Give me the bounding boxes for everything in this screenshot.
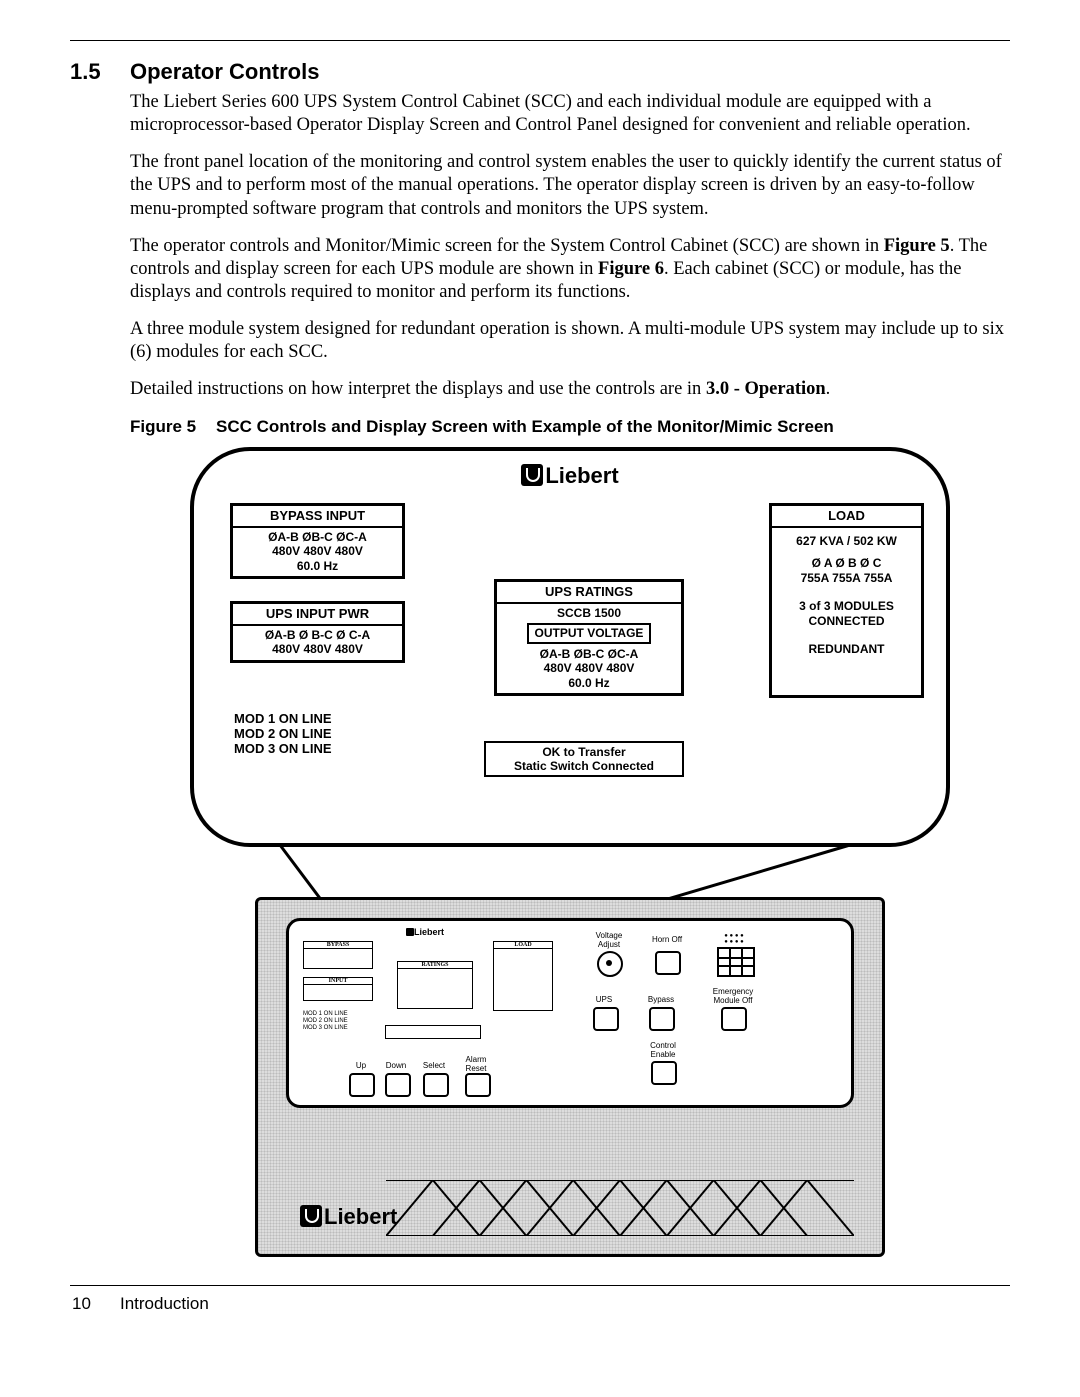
ratings-model: SCCB 1500 [501, 606, 677, 620]
section-title: Operator Controls [130, 59, 319, 84]
alarm-reset-button[interactable] [465, 1073, 491, 1097]
section-number: 1.5 [70, 59, 130, 85]
down-label: Down [381, 1061, 411, 1070]
page: 1.5Operator Controls The Liebert Series … [0, 0, 1080, 1344]
load-modules-2: CONNECTED [776, 614, 917, 628]
load-header: LOAD [772, 506, 921, 528]
ref-figure-5: Figure 5 [884, 236, 950, 256]
para-5c: . [826, 379, 831, 399]
emergency-off-label: Emergency Module Off [705, 987, 761, 1005]
mini-bypass: BYPASS [303, 941, 373, 969]
bypass-label: Bypass [641, 995, 681, 1004]
load-box: LOAD 627 KVA / 502 KW Ø A Ø B Ø C 755A 7… [769, 503, 924, 698]
control-enable-label: Control Enable [641, 1041, 685, 1059]
ref-operation: 3.0 - Operation [706, 379, 826, 399]
output-volts: 480V 480V 480V [501, 661, 677, 675]
voltage-adjust-label: Voltage Adjust [589, 931, 629, 949]
brand-text: Liebert [545, 463, 618, 488]
mimic-screen: Liebert BYPASS INPUT ØA-B ØB-C ØC-A 480V… [190, 447, 950, 847]
down-button[interactable] [385, 1073, 411, 1097]
page-number: 10 [72, 1294, 120, 1314]
liebert-logo-icon [521, 464, 543, 486]
para-2: The front panel location of the monitori… [130, 151, 1010, 220]
load-kva: 627 KVA / 502 KW [776, 534, 917, 548]
footer: 10Introduction [72, 1294, 1010, 1314]
section-heading: 1.5Operator Controls [70, 59, 1010, 85]
para-1: The Liebert Series 600 UPS System Contro… [130, 91, 1010, 137]
mini-load: LOAD [493, 941, 553, 1011]
para-5a: Detailed instructions on how interpret t… [130, 379, 706, 399]
ups-input-phases: ØA-B Ø B-C Ø C-A [237, 628, 398, 642]
figure-5: Liebert BYPASS INPUT ØA-B ØB-C ØC-A 480V… [190, 447, 950, 1267]
control-panel: Liebert BYPASS INPUT RATINGS LOAD MOD 1 … [255, 897, 885, 1257]
footer-section: Introduction [120, 1294, 209, 1313]
load-phase-labels: Ø A Ø B Ø C [776, 556, 917, 570]
para-4: A three module system designed for redun… [130, 318, 1010, 364]
panel-liebert-logo-icon [300, 1205, 322, 1227]
body-column: The Liebert Series 600 UPS System Contro… [130, 91, 1010, 1267]
ups-button[interactable] [593, 1007, 619, 1031]
bypass-button[interactable] [649, 1007, 675, 1031]
mini-brand: Liebert [289, 927, 561, 937]
bypass-phases: ØA-B ØB-C ØC-A [237, 530, 398, 544]
control-enable-button[interactable] [651, 1061, 677, 1085]
para-5: Detailed instructions on how interpret t… [130, 378, 1010, 401]
figure-label: Figure 5 [130, 417, 216, 437]
bypass-input-box: BYPASS INPUT ØA-B ØB-C ØC-A 480V 480V 48… [230, 503, 405, 579]
keypad[interactable] [717, 947, 755, 977]
mod-1-status: MOD 1 ON LINE [234, 711, 374, 726]
mini-msg [385, 1025, 481, 1039]
msg-line-2: Static Switch Connected [486, 759, 682, 773]
load-redundant: REDUNDANT [776, 642, 917, 656]
ref-figure-6: Figure 6 [598, 259, 664, 279]
mod-3-status: MOD 3 ON LINE [234, 741, 374, 756]
bypass-volts: 480V 480V 480V [237, 544, 398, 558]
bypass-header: BYPASS INPUT [233, 506, 402, 528]
load-modules-1: 3 of 3 MODULES [776, 599, 917, 613]
ups-input-header: UPS INPUT PWR [233, 604, 402, 626]
alarm-reset-label: Alarm Reset [459, 1055, 493, 1073]
horn-off-label: Horn Off [645, 935, 689, 944]
transfer-message: OK to Transfer Static Switch Connected [484, 741, 684, 777]
top-rule [70, 40, 1010, 41]
figure-caption: Figure 5SCC Controls and Display Screen … [130, 417, 1010, 437]
select-label: Select [417, 1061, 451, 1070]
vent-pattern [386, 1180, 854, 1236]
ups-input-volts: 480V 480V 480V [237, 642, 398, 656]
bottom-rule [70, 1285, 1010, 1286]
mini-mods: MOD 1 ON LINEMOD 2 ON LINEMOD 3 ON LINE [303, 1011, 373, 1031]
ups-ratings-box: UPS RATINGS SCCB 1500 OUTPUT VOLTAGE ØA-… [494, 579, 684, 696]
ups-label: UPS [589, 995, 619, 1004]
horn-off-button[interactable] [655, 951, 681, 975]
up-label: Up [349, 1061, 373, 1070]
output-phases: ØA-B ØB-C ØC-A [501, 647, 677, 661]
keypad-dots: ● ● ● ●● ● ● ● [711, 933, 757, 945]
bypass-hz: 60.0 Hz [237, 559, 398, 573]
mini-ratings: RATINGS [397, 961, 473, 1009]
ups-input-box: UPS INPUT PWR ØA-B Ø B-C Ø C-A 480V 480V… [230, 601, 405, 662]
ratings-header: UPS RATINGS [497, 582, 681, 604]
panel-screen: Liebert BYPASS INPUT RATINGS LOAD MOD 1 … [286, 918, 854, 1108]
panel-brand: Liebert [300, 1204, 397, 1230]
output-voltage-label: OUTPUT VOLTAGE [527, 623, 652, 643]
brand: Liebert [194, 463, 946, 489]
output-hz: 60.0 Hz [501, 676, 677, 690]
para-3: The operator controls and Monitor/Mimic … [130, 235, 1010, 304]
mod-2-status: MOD 2 ON LINE [234, 726, 374, 741]
module-status: MOD 1 ON LINE MOD 2 ON LINE MOD 3 ON LIN… [234, 711, 374, 756]
load-amps: 755A 755A 755A [776, 571, 917, 585]
para-3a: The operator controls and Monitor/Mimic … [130, 236, 884, 256]
emergency-off-button[interactable] [721, 1007, 747, 1031]
select-button[interactable] [423, 1073, 449, 1097]
mini-input: INPUT [303, 977, 373, 1001]
up-button[interactable] [349, 1073, 375, 1097]
voltage-adjust-knob[interactable] [597, 951, 623, 977]
msg-line-1: OK to Transfer [486, 745, 682, 759]
figure-caption-text: SCC Controls and Display Screen with Exa… [216, 417, 834, 436]
